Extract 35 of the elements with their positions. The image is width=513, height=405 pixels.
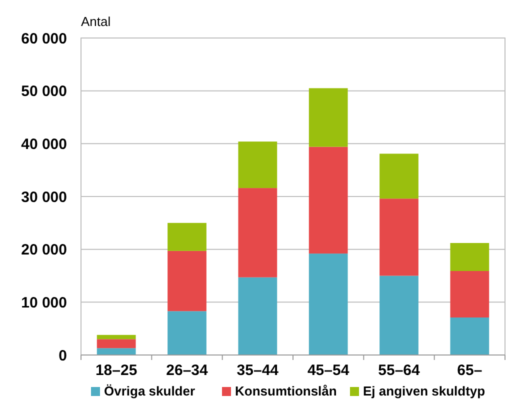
bar: [238, 188, 278, 278]
bar: [380, 198, 418, 276]
legend-label: Övriga skulder: [104, 384, 196, 398]
bar: [168, 250, 206, 312]
bar: [380, 154, 418, 199]
x-tick-label: 65–: [457, 362, 482, 379]
x-tick-label: 45–54: [307, 362, 350, 379]
y-tick-label: 50 000: [21, 83, 67, 100]
y-tick-label: 0: [58, 347, 67, 364]
y-tick-label: 40 000: [21, 136, 67, 153]
bar: [238, 142, 278, 188]
bar: [450, 317, 490, 355]
bar: [96, 334, 136, 340]
x-tick-label: 26–34: [166, 362, 209, 379]
legend-label: Ej angiven skuldtyp: [363, 384, 486, 398]
bar: [238, 277, 278, 355]
y-tick-label: 30 000: [21, 188, 67, 206]
x-tick-label: 18–25: [95, 362, 138, 379]
y-tick-label: 20 000: [21, 242, 67, 259]
bar: [96, 348, 136, 355]
bar: [308, 146, 348, 254]
legend-label: Konsumtionslån: [235, 384, 337, 398]
bar: [450, 270, 490, 318]
bar: [96, 339, 136, 348]
bar: [308, 254, 348, 355]
y-tick-label: 60 000: [21, 30, 67, 48]
bar: [168, 222, 206, 251]
bar: [308, 88, 348, 147]
y-tick-label: 10 000: [21, 294, 67, 312]
bar: [168, 311, 206, 355]
bar: [450, 242, 490, 271]
bar: [380, 276, 418, 355]
x-tick-label: 55–64: [378, 362, 421, 379]
y-axis-title: Antal: [81, 14, 111, 29]
x-tick-label: 35–44: [236, 362, 280, 379]
